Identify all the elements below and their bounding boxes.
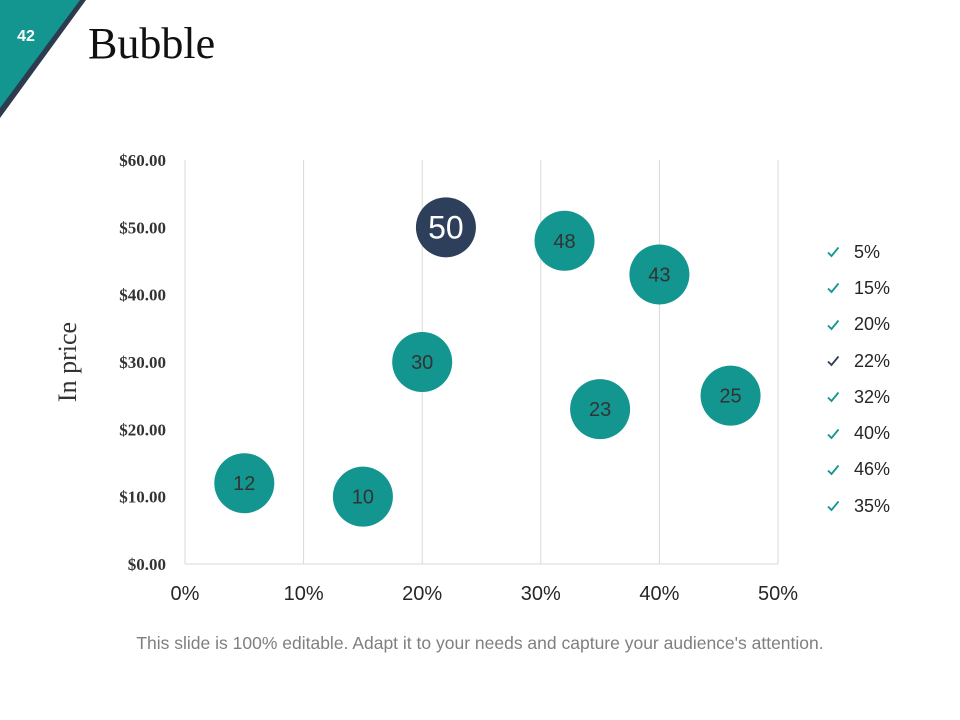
checkmark-icon [827, 247, 840, 258]
checkmark-icon [827, 428, 840, 439]
bubble-label: 48 [553, 231, 575, 253]
bubble-label: 43 [648, 264, 670, 286]
checkmark-icon [827, 501, 840, 512]
y-tick-label: $40.00 [119, 286, 166, 305]
x-tick-label: 40% [639, 583, 679, 605]
legend: 5% 15% 20% 22% 32% 40% 46% 35% [826, 234, 890, 524]
y-tick-label: $10.00 [119, 488, 166, 507]
slide-title: Bubble [88, 19, 216, 68]
legend-item: 15% [826, 270, 890, 306]
bubble-label: 23 [589, 399, 611, 421]
bubble [415, 197, 476, 258]
checkmark-icon [827, 283, 840, 294]
checkmark-icon [827, 319, 840, 331]
y-tick-label: $30.00 [119, 353, 166, 372]
bubble [700, 365, 761, 426]
y-tick-label: $20.00 [119, 420, 166, 439]
bubble [629, 244, 690, 305]
x-tick-label: 20% [402, 583, 442, 605]
footer-note: This slide is 100% editable. Adapt it to… [136, 633, 824, 653]
legend-label: 15% [854, 277, 891, 298]
legend-item: 5% [826, 234, 890, 270]
y-tick-label: $50.00 [119, 218, 166, 237]
corner-decoration [0, 0, 86, 118]
page-number: 42 [17, 28, 35, 45]
bubble-label: 12 [233, 473, 255, 495]
bubble-label: 50 [428, 209, 464, 245]
y-tick-label: $60.00 [119, 151, 166, 170]
bubble-label: 30 [411, 352, 433, 374]
legend-item: 35% [826, 488, 890, 524]
checkmark-icon [827, 464, 840, 476]
bubble [214, 453, 275, 514]
bubble-label: 10 [352, 487, 374, 509]
legend-item: 20% [826, 307, 890, 343]
bubble [332, 466, 393, 527]
legend-item: 32% [826, 379, 890, 415]
checkmark-icon [827, 355, 840, 367]
legend-label: 5% [854, 241, 881, 262]
x-tick-label: 10% [284, 583, 324, 605]
legend-item: 40% [826, 415, 890, 451]
y-tick-label: $0.00 [128, 555, 166, 574]
x-tick-label: 30% [521, 583, 561, 605]
legend-label: 40% [854, 423, 891, 444]
bubble [534, 210, 595, 271]
x-tick-label: 0% [171, 583, 200, 605]
legend-item: 22% [826, 343, 890, 379]
legend-label: 22% [854, 350, 891, 371]
checkmark-icon [827, 392, 840, 403]
legend-label: 32% [854, 386, 891, 407]
legend-item: 46% [826, 452, 890, 488]
bubble-label: 25 [719, 386, 741, 408]
bubble [392, 332, 453, 392]
bubble [570, 379, 631, 440]
legend-label: 35% [854, 495, 891, 516]
legend-label: 20% [854, 314, 891, 335]
x-tick-label: 50% [758, 583, 798, 605]
legend-label: 46% [854, 459, 891, 480]
